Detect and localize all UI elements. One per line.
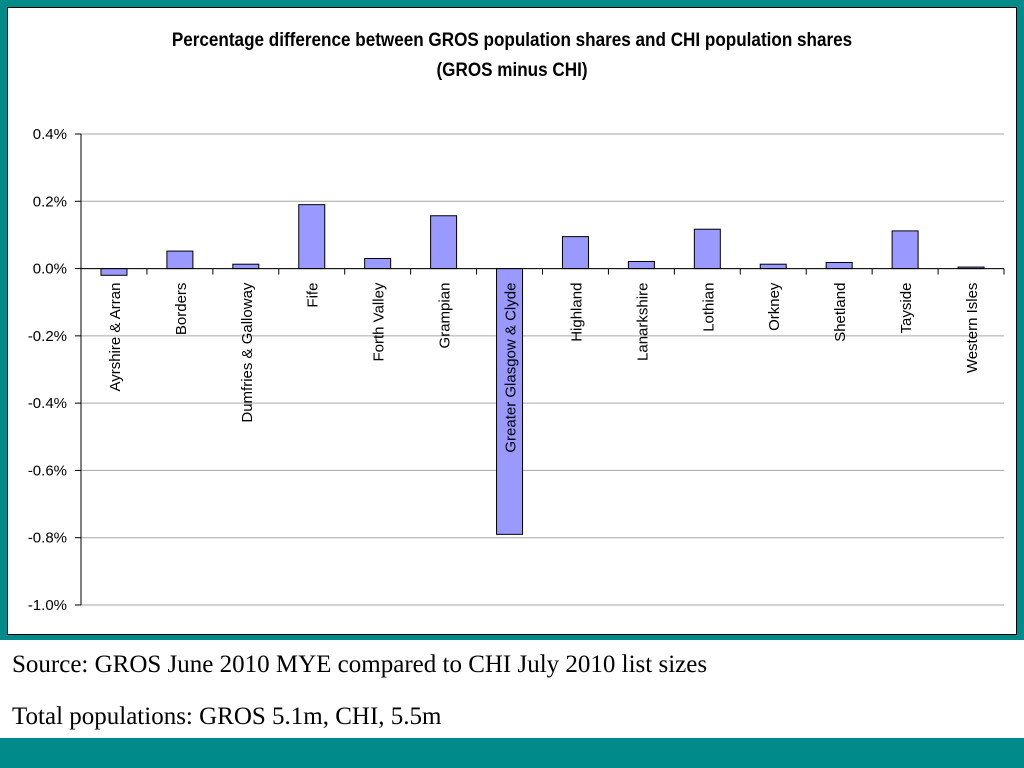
bar	[298, 204, 326, 270]
x-category-label: Lothian	[700, 283, 717, 332]
bar	[496, 268, 524, 535]
bar	[693, 228, 721, 270]
x-category-label: Lanarkshire	[634, 283, 651, 361]
bar	[627, 261, 655, 270]
x-category-label: Grampian	[437, 283, 454, 349]
y-tick-label: -0.2%	[28, 328, 67, 345]
teal-footer-band	[0, 738, 1024, 768]
bar	[891, 230, 919, 270]
y-tick-label: -0.6%	[28, 462, 67, 479]
chart-title: Percentage difference between GROS popul…	[171, 30, 853, 51]
chart-subtitle: (GROS minus CHI)	[436, 60, 588, 81]
y-tick-label: -0.8%	[28, 530, 67, 547]
bar	[100, 268, 128, 276]
x-category-label: Dumfries & Galloway	[239, 282, 256, 423]
x-category-label: Orkney	[766, 282, 783, 331]
bar	[759, 263, 787, 270]
x-category-label: Highland	[568, 283, 585, 342]
bar	[430, 215, 458, 270]
x-category-label: Borders	[173, 283, 190, 336]
bar	[825, 262, 853, 270]
y-tick-label: 0.0%	[33, 261, 67, 278]
bar	[232, 263, 260, 270]
x-category-label: Greater Glasgow & Clyde	[503, 283, 520, 453]
source-note: Source: GROS June 2010 MYE compared to C…	[12, 651, 708, 678]
x-category-label: Tayside	[898, 283, 915, 334]
x-category-label: Western Isles	[964, 283, 981, 374]
x-category-label: Forth Valley	[371, 282, 388, 361]
y-tick-label: 0.4%	[33, 126, 67, 143]
y-tick-label: -1.0%	[28, 597, 67, 614]
bar	[561, 236, 589, 270]
y-tick-label: -0.4%	[28, 395, 67, 412]
x-category-label: Shetland	[832, 283, 849, 342]
y-tick-label: 0.2%	[33, 193, 67, 210]
bar	[364, 257, 392, 270]
bar	[166, 250, 194, 270]
bar-chart: 0.4% 0.2% 0.0% -0.2% -0.4% -0.6% -0.8% -1.0% Ayr…	[28, 126, 1005, 614]
x-category-label: Ayrshire & Arran	[107, 283, 124, 392]
totals-note: Total populations: GROS 5.1m, CHI, 5.5m	[12, 703, 442, 730]
x-category-label: Fife	[305, 283, 322, 308]
